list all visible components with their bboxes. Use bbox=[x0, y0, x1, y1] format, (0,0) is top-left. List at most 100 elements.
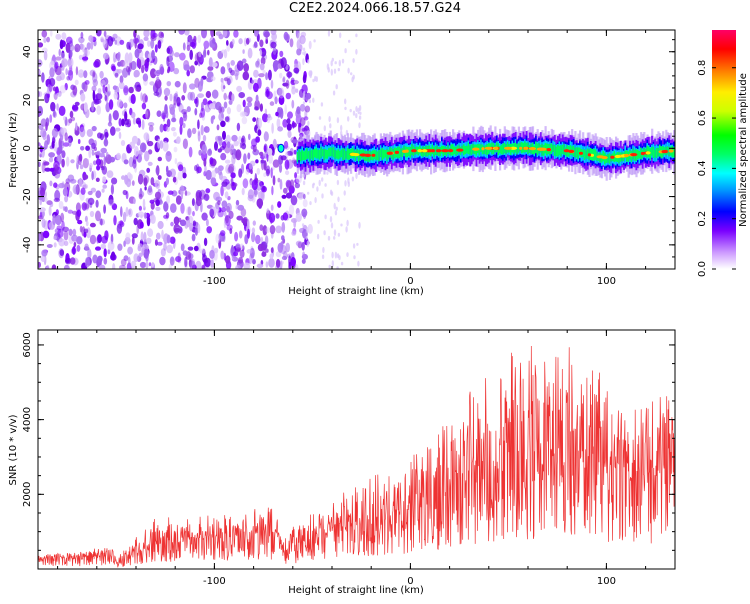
spectrogram-noise-cell bbox=[192, 220, 197, 227]
carrier-band-cell bbox=[462, 144, 466, 156]
spectrogram-noise-cell bbox=[270, 247, 274, 254]
carrier-peak-cell bbox=[630, 153, 638, 157]
spectrogram-noise-cell bbox=[220, 152, 227, 161]
spectrogram-noise-cell bbox=[96, 165, 101, 171]
spectrogram-noise-cell bbox=[260, 244, 266, 252]
spectrogram-noise-cell bbox=[107, 241, 115, 251]
spectrogram-noise-cell bbox=[154, 44, 158, 53]
spectrogram-noise-cell bbox=[291, 99, 295, 109]
spectrogram-noise-cell bbox=[127, 208, 133, 218]
spectrogram-noise-cell bbox=[171, 117, 177, 123]
spectrogram-noise-cell bbox=[43, 37, 47, 43]
colorbar-label: Normalized spectral amplitude bbox=[738, 73, 749, 227]
carrier-peak-cell bbox=[435, 149, 442, 153]
carrier-band-cell bbox=[535, 141, 538, 154]
carrier-peak-cell bbox=[528, 147, 537, 151]
spectrogram-noise-cell bbox=[217, 169, 223, 176]
spectrogram-noise-cell bbox=[103, 30, 107, 37]
spectrogram-noise-cell bbox=[50, 30, 53, 37]
spectrogram-noise-cell bbox=[265, 261, 269, 268]
spectrogram-noise-cell bbox=[254, 234, 261, 245]
spectrogram-noise-cell bbox=[107, 121, 113, 127]
carrier-band-cell bbox=[613, 151, 616, 163]
spectrogram-noise-cell bbox=[92, 79, 99, 87]
spectrogram-noise-cell bbox=[182, 42, 186, 51]
spectrogram-noise-cell bbox=[148, 185, 153, 193]
spectrogram-noise-cell bbox=[155, 69, 163, 75]
spectrogram-noise-cell bbox=[175, 256, 182, 263]
spectrogram-noise-cell bbox=[154, 191, 162, 200]
spectrogram-noise-cell bbox=[282, 119, 288, 128]
spectrogram-noise-cell bbox=[251, 79, 254, 84]
carrier-peak-cell bbox=[596, 155, 605, 159]
snr-frame bbox=[37, 329, 676, 570]
spectrogram-noise-cell bbox=[54, 61, 59, 69]
spectrogram-noise-cell bbox=[295, 240, 303, 247]
spectrogram-noise-cell bbox=[203, 237, 208, 247]
spectrogram-faint-cell bbox=[348, 39, 351, 43]
spectrogram-noise-cell bbox=[65, 42, 71, 53]
spectrogram-noise-cell bbox=[296, 106, 301, 115]
spectrogram-noise-cell bbox=[242, 71, 250, 81]
spectrogram-noise-cell bbox=[274, 96, 278, 105]
spectrogram-noise-cell bbox=[46, 36, 50, 43]
carrier-band-cell bbox=[484, 145, 488, 155]
spectrogram-noise-cell bbox=[226, 224, 233, 231]
spectrogram-noise-cell bbox=[56, 103, 59, 111]
spectrogram-faint-cell bbox=[326, 171, 329, 175]
spectrogram-faint-cell bbox=[343, 190, 346, 196]
spectrogram-faint-cell bbox=[313, 39, 316, 43]
spectrogram-noise-cell bbox=[103, 138, 109, 147]
spectrogram-noise-cell bbox=[124, 174, 129, 185]
spectrogram-noise-cell bbox=[299, 103, 306, 112]
carrier-peak-cell bbox=[563, 149, 570, 153]
spectrogram-faint-cell bbox=[341, 58, 345, 64]
spectrogram-noise-cell bbox=[146, 57, 150, 63]
spectrogram-faint-cell bbox=[344, 180, 347, 187]
spectrogram-noise-cell bbox=[105, 151, 109, 158]
spectrogram-noise-cell bbox=[155, 179, 161, 189]
spectrogram-noise-cell bbox=[242, 216, 249, 226]
spectrogram-noise-cell bbox=[252, 79, 258, 84]
spectrogram-noise-cell bbox=[38, 161, 41, 167]
spectrogram-noise-cell bbox=[92, 160, 97, 166]
spectrogram-noise-cell bbox=[60, 52, 65, 59]
carrier-peak-cell bbox=[441, 149, 449, 153]
spectrogram-faint-cell bbox=[328, 264, 331, 269]
spectrogram-faint-cell bbox=[340, 124, 343, 132]
spectrogram-noise-cell bbox=[150, 177, 155, 186]
spectrogram-noise-cell bbox=[63, 240, 69, 246]
spectrogram-noise-cell bbox=[253, 30, 259, 37]
spectrogram-noise-cell bbox=[197, 223, 201, 234]
carrier-band-cell bbox=[655, 147, 658, 158]
spectrogram-faint-cell bbox=[358, 221, 361, 229]
spectrogram-faint-cell bbox=[355, 33, 358, 38]
spectrogram-noise-cell bbox=[149, 81, 155, 86]
spectrogram-faint-cell bbox=[333, 68, 337, 74]
spectrogram-noise-cell bbox=[139, 221, 144, 229]
spectrogram-noise-cell bbox=[264, 235, 269, 246]
spectrogram-noise-cell bbox=[180, 243, 185, 252]
spectrogram-noise-cell bbox=[40, 128, 47, 138]
spectrogram-noise-cell bbox=[203, 171, 207, 177]
spectrogram-noise-cell bbox=[230, 60, 235, 66]
spectrogram-noise-cell bbox=[97, 234, 102, 244]
spectrogram-faint-cell bbox=[338, 255, 341, 261]
spectrogram-noise-cell bbox=[201, 144, 207, 155]
spectrogram-faint-cell bbox=[347, 67, 350, 74]
carrier-band-cell bbox=[306, 148, 309, 159]
spectrogram-faint-cell bbox=[327, 235, 331, 241]
spectrogram-noise-cell bbox=[114, 72, 119, 78]
carrier-band-cell bbox=[386, 149, 389, 161]
spectrogram-noise-cell bbox=[220, 77, 224, 83]
spectrogram-noise-cell bbox=[295, 30, 300, 39]
spectrogram-noise-cell bbox=[286, 71, 293, 78]
spectrogram-noise-cell bbox=[209, 157, 214, 165]
spectrogram-noise-cell bbox=[128, 52, 133, 63]
spectrogram-noise-cell bbox=[193, 35, 197, 43]
spectrogram-noise-cell bbox=[155, 167, 160, 175]
spectrogram-noise-cell bbox=[93, 60, 100, 68]
spectrogram-noise-cell bbox=[184, 30, 190, 36]
spectrogram-noise-cell bbox=[77, 139, 81, 144]
